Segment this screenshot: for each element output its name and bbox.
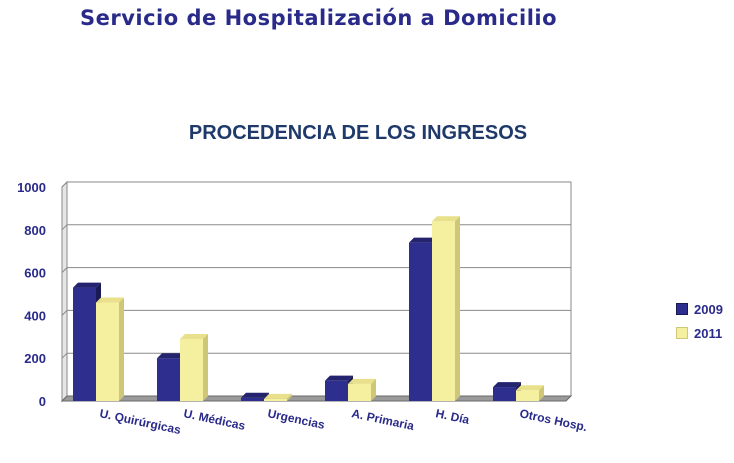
gridline	[61, 309, 571, 316]
y-tick-label: 600	[24, 266, 46, 281]
x-category-label: H. Día	[434, 406, 470, 427]
bar-front	[241, 397, 264, 401]
bar-front	[96, 302, 119, 401]
y-tick-label: 800	[24, 223, 46, 238]
bar-side	[203, 333, 208, 401]
x-category-label: Urgencias	[266, 406, 326, 432]
bar-front	[409, 242, 432, 401]
legend-swatch-2011	[676, 327, 688, 339]
bar-front	[516, 390, 539, 401]
bar-front	[493, 387, 516, 401]
bar-top	[180, 333, 208, 339]
gridline	[61, 352, 571, 359]
bar-front	[180, 338, 203, 401]
bar-top	[409, 237, 437, 243]
bar-top	[241, 392, 269, 398]
bar-top	[493, 382, 521, 388]
plot-left-wall	[61, 180, 68, 403]
bar-side	[287, 393, 292, 401]
y-tick-label: 1000	[17, 180, 46, 195]
bar-side	[371, 378, 376, 401]
legend-item-2009: 2009	[676, 297, 723, 321]
bar-top	[348, 378, 376, 384]
bar-front	[73, 287, 96, 401]
bar-front	[348, 383, 371, 401]
bar-top	[516, 385, 544, 391]
bar-top	[96, 297, 124, 303]
page-title: Servicio de Hospitalización a Domicilio	[80, 6, 558, 30]
legend-item-2011: 2011	[676, 321, 723, 345]
bar-front	[157, 358, 180, 401]
bar-front	[432, 221, 455, 401]
gridline	[61, 267, 571, 273]
bar-side	[455, 216, 460, 401]
legend-label-2011: 2011	[694, 325, 723, 341]
chart-legend: 2009 2011	[676, 297, 723, 345]
bar-side	[539, 385, 544, 401]
gridline	[61, 224, 571, 231]
x-category-label: U. Quirúrgicas	[98, 406, 182, 437]
bar-front	[264, 398, 287, 401]
x-category-label: Otros Hosp.	[518, 406, 588, 434]
plot-back-wall	[66, 181, 572, 397]
y-tick-label: 0	[39, 394, 46, 409]
legend-label-2009: 2009	[694, 301, 723, 317]
bar-top	[432, 216, 460, 222]
gridline	[61, 181, 571, 188]
bar-side	[119, 297, 124, 401]
legend-swatch-2009	[676, 303, 688, 315]
x-category-label: U. Médicas	[182, 406, 247, 433]
bar-top	[325, 375, 353, 381]
bar-top	[264, 393, 292, 399]
bar-top	[157, 353, 185, 359]
y-tick-label: 200	[24, 351, 46, 366]
bar-top	[73, 282, 101, 288]
bar-front	[325, 380, 348, 401]
y-tick-label: 400	[24, 308, 46, 323]
chart-title: PROCEDENCIA DE LOS INGRESOS	[188, 122, 528, 144]
x-category-label: A. Primaria	[350, 406, 415, 433]
